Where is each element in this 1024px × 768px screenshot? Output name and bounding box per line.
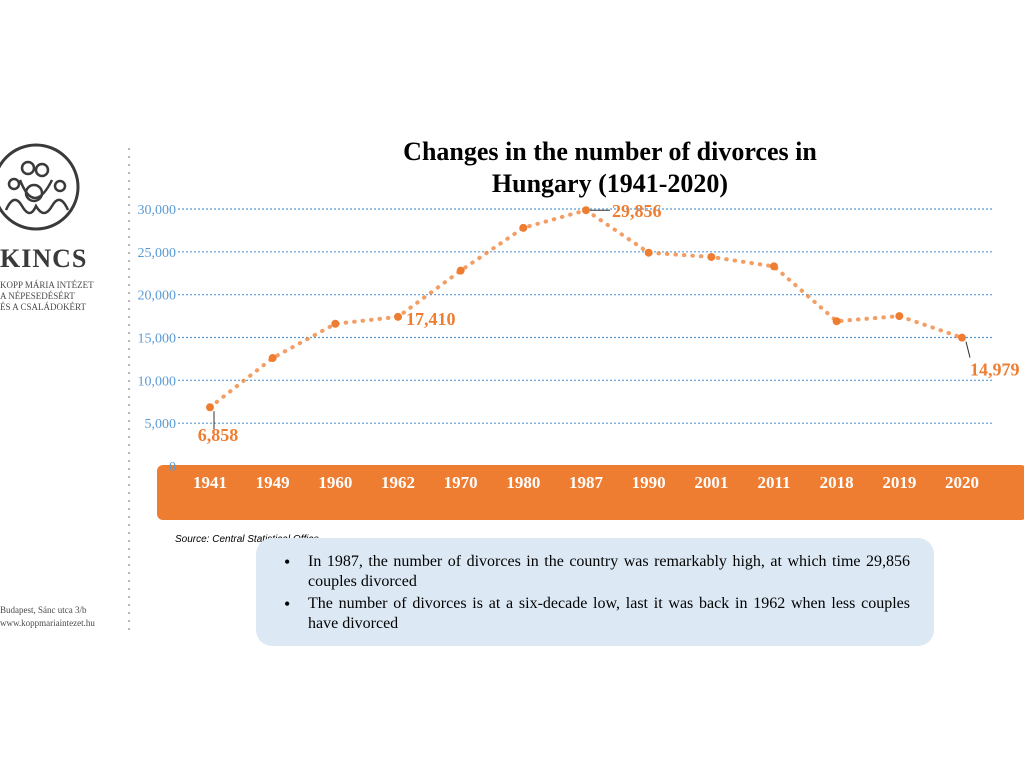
- data-point: [206, 403, 214, 412]
- chart-title-line: Changes in the number of divorces in: [403, 137, 817, 166]
- x-tick-label: 1987: [569, 473, 604, 492]
- data-point: [644, 248, 653, 257]
- data-label: 17,410: [406, 309, 456, 329]
- data-point: [895, 312, 904, 321]
- chart-title-line: Hungary (1941-2020): [491, 169, 729, 198]
- source-note: Source: Central Statistical Office: [175, 534, 319, 545]
- y-tick-label: 20,000: [138, 289, 177, 304]
- label-leader-line: [965, 341, 971, 358]
- y-tick-label: 10,000: [138, 374, 177, 389]
- data-label: 14,979: [970, 360, 1020, 380]
- data-point: [707, 252, 716, 261]
- data-label: 29,856: [612, 201, 662, 221]
- x-tick-label: 1949: [256, 473, 290, 492]
- data-point: [268, 354, 277, 363]
- logo-subtitle-line: KOPP MÁRIA INTÉZET: [0, 280, 94, 290]
- logo-wordmark: KINCS: [0, 244, 88, 273]
- data-point: [331, 319, 340, 328]
- kincs-logo: [0, 143, 80, 231]
- x-tick-label: 2018: [820, 473, 854, 492]
- dotted-divider: [128, 145, 130, 630]
- address-line: Budapest, Sánc utca 3/b: [0, 605, 87, 615]
- y-tick-label: 0: [169, 460, 176, 475]
- x-tick-label: 1960: [318, 473, 352, 492]
- notes-box: In 1987, the number of divorces in the c…: [256, 538, 934, 646]
- data-point: [394, 312, 402, 321]
- note-item: In 1987, the number of divorces in the c…: [284, 552, 910, 592]
- chart-title: Changes in the number of divorces in Hun…: [330, 136, 890, 200]
- logo-subtitle: KOPP MÁRIA INTÉZET A NÉPESEDÉSÉRT ÉS A C…: [0, 280, 110, 313]
- x-tick-label: 1980: [506, 473, 540, 492]
- address-line: www.koppmariaintezet.hu: [0, 618, 95, 628]
- x-tick-label: 1970: [444, 473, 478, 492]
- note-item: The number of divorces is at a six-decad…: [284, 594, 910, 634]
- x-axis-band: [157, 465, 1024, 520]
- x-tick-label: 1962: [381, 473, 415, 492]
- x-tick-label: 2020: [945, 473, 979, 492]
- data-point: [456, 266, 465, 275]
- data-label: 6,858: [198, 425, 239, 445]
- logo-subtitle-line: ÉS A CSALÁDOKÉRT: [0, 302, 86, 312]
- y-tick-label: 30,000: [138, 203, 177, 218]
- series-line: [208, 208, 964, 410]
- data-point: [958, 333, 966, 342]
- y-tick-label: 15,000: [138, 332, 177, 347]
- data-point: [582, 206, 590, 215]
- data-point: [519, 223, 528, 232]
- y-tick-label: 5,000: [145, 417, 177, 432]
- address-block: Budapest, Sánc utca 3/b www.koppmariaint…: [0, 604, 120, 630]
- data-point: [832, 317, 841, 326]
- x-tick-label: 2019: [882, 473, 916, 492]
- logo-subtitle-line: A NÉPESEDÉSÉRT: [0, 291, 75, 301]
- data-point: [770, 262, 778, 271]
- y-tick-label: 25,000: [138, 246, 177, 261]
- x-tick-label: 1941: [193, 473, 227, 492]
- x-tick-label: 2001: [694, 473, 728, 492]
- x-tick-label: 2011: [757, 473, 790, 492]
- x-tick-label: 1990: [632, 473, 666, 492]
